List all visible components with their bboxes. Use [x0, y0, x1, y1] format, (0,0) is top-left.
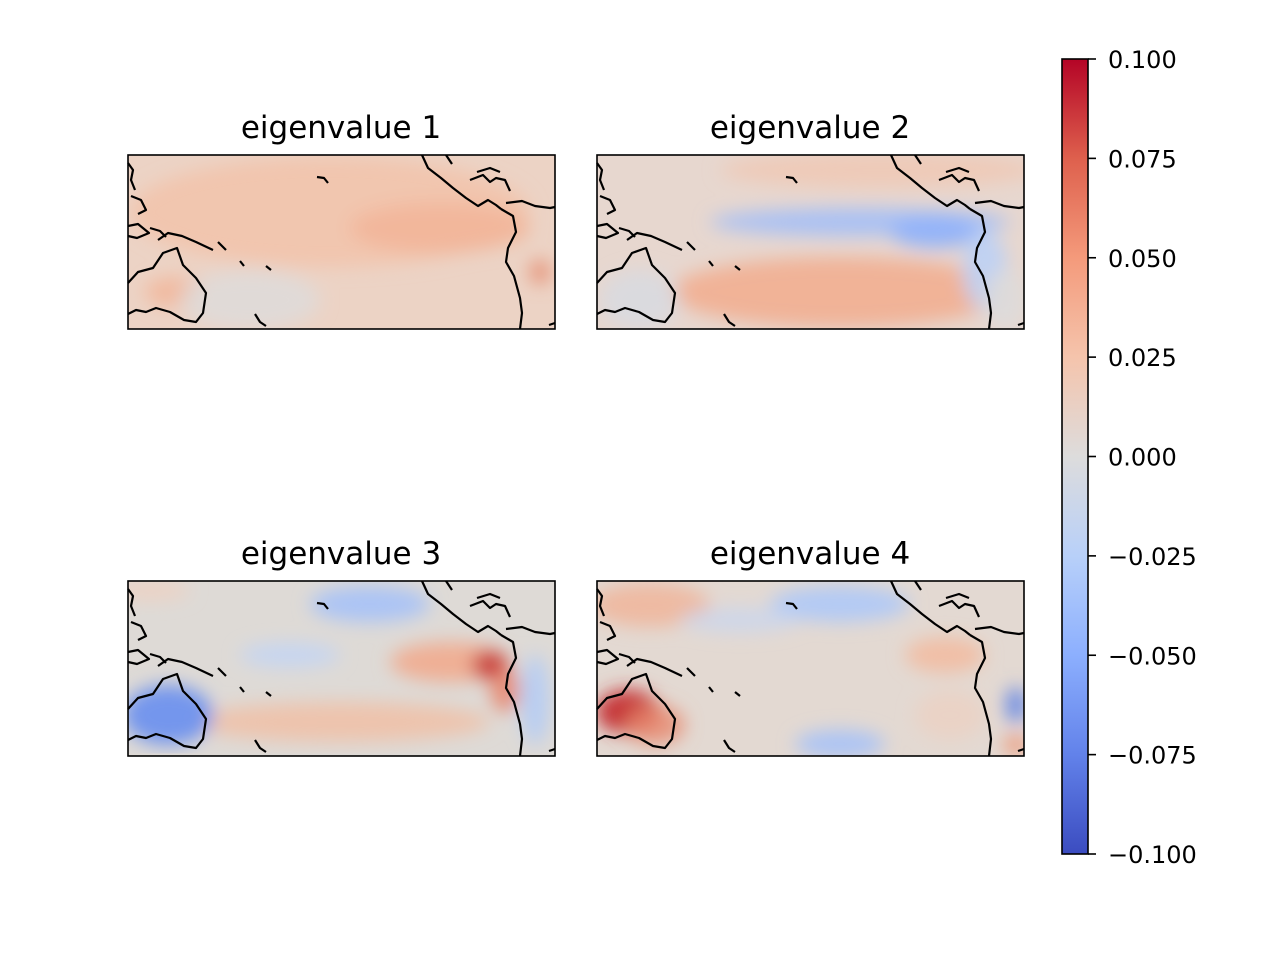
panel-eigenvalue-2: eigenvalue 2 — [596, 110, 1025, 330]
panel-eigenvalue-4: eigenvalue 4 — [596, 536, 1025, 757]
heatmap-field — [597, 155, 1024, 329]
panel-title: eigenvalue 4 — [710, 536, 910, 572]
coastlines — [596, 580, 1025, 757]
colorbar-tick-label: −0.075 — [1108, 742, 1197, 770]
coastlines — [596, 154, 1025, 330]
colorbar-tick-label: 0.100 — [1108, 46, 1177, 74]
colorbar-ticks: 0.100 0.075 0.050 0.025 0.000 −0.025 −0.050 −0.… — [1088, 46, 1197, 869]
axes-frame — [127, 580, 556, 757]
axes-frame — [127, 154, 556, 330]
colorbar: 0.100 0.075 0.050 0.025 0.000 −0.025 −0.050 −0.… — [1061, 46, 1197, 869]
panel-title: eigenvalue 3 — [241, 536, 441, 572]
heatmap-field — [597, 581, 1024, 756]
axes-frame — [596, 154, 1025, 330]
colorbar-tick-label: −0.025 — [1108, 543, 1197, 571]
colorbar-tick-label: 0.000 — [1108, 444, 1177, 472]
coastlines — [127, 154, 556, 330]
colorbar-tick-label: −0.050 — [1108, 642, 1197, 670]
panel-eigenvalue-3: eigenvalue 3 — [127, 536, 556, 757]
colorbar-tick-label: −0.100 — [1108, 841, 1197, 869]
panel-eigenvalue-1: eigenvalue 1 — [127, 110, 556, 330]
panel-title: eigenvalue 2 — [710, 110, 910, 146]
coastlines — [127, 580, 556, 757]
panel-title: eigenvalue 1 — [241, 110, 441, 146]
axes-frame — [596, 580, 1025, 757]
heatmap-field — [128, 155, 555, 329]
colorbar-tick-label: 0.050 — [1108, 245, 1177, 273]
colorbar-tick-label: 0.025 — [1108, 344, 1177, 372]
colorbar-tick-label: 0.075 — [1108, 145, 1177, 173]
colorbar-gradient — [1062, 59, 1088, 854]
